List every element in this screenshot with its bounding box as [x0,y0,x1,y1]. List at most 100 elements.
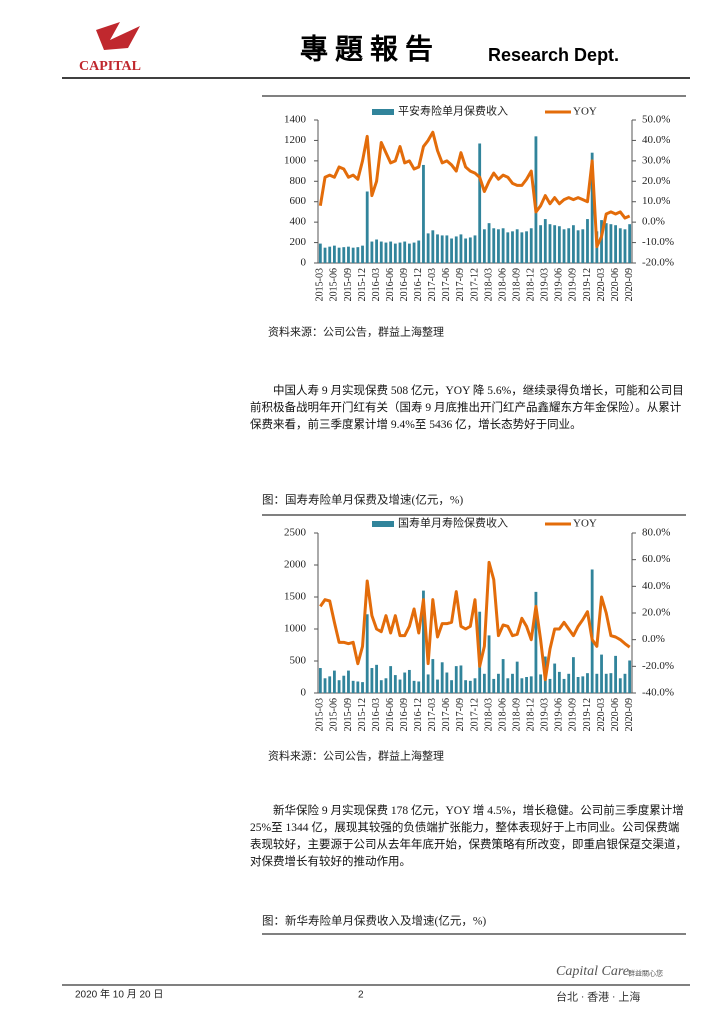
bar [347,246,350,263]
x-tick-label: 2016-03 [371,268,382,301]
bar [393,243,397,263]
bar [337,247,341,263]
bar [403,672,407,693]
x-tick-label: 2018-09 [511,268,522,301]
x-tick-label: 2016-09 [399,698,410,731]
x-tick-label: 2019-06 [554,268,565,301]
bar [567,673,571,693]
bar [379,680,383,693]
bar [332,670,336,693]
bar [436,234,439,263]
bar [332,245,336,263]
bar [609,673,613,693]
bar [539,225,543,263]
bar [351,680,355,693]
bar [586,673,589,693]
y2-tick-label: 0.0% [642,633,665,645]
bar [572,225,575,263]
bar [600,220,603,263]
legend-label: YOY [573,106,597,118]
x-tick-label: 2019-03 [540,268,551,301]
bar [553,663,557,693]
bar [440,662,444,693]
bar [525,677,528,693]
x-tick-label: 2019-12 [582,268,593,301]
bar [511,231,514,263]
x-tick-label: 2020-06 [610,698,621,731]
footer-date: 2020 年 10 月 20 日 [75,988,163,1001]
bar [482,229,486,263]
bar [351,247,355,263]
bar [487,223,491,263]
y-tick-label: 500 [290,655,307,667]
logo-mark [96,22,140,50]
bar [581,676,585,693]
x-tick-label: 2017-12 [469,268,480,301]
x-tick-label: 2017-06 [441,698,452,731]
bar [604,223,608,263]
bar [525,231,528,263]
bar [506,232,510,263]
bar [445,235,449,263]
y-tick-label: 0 [301,687,307,699]
bar [506,678,510,693]
bar [557,226,561,263]
bar [468,237,472,263]
bar [412,680,416,693]
bar [520,232,524,263]
y-tick-label: 400 [290,216,307,228]
x-tick-label: 2020-06 [610,268,621,301]
bar [468,680,472,693]
x-tick-label: 2016-03 [371,698,382,731]
x-tick-label: 2015-06 [329,268,340,301]
bar [497,673,500,693]
bar [623,673,627,693]
bar [375,664,378,693]
bar [557,671,561,693]
bar [384,242,388,263]
y2-tick-label: -40.0% [642,687,674,699]
bar [393,675,397,693]
bar [436,679,439,693]
bar [328,676,332,693]
bar [347,670,350,693]
x-tick-label: 2018-12 [526,268,537,301]
y-tick-label: 2000 [284,559,307,571]
y-tick-label: 1000 [284,623,307,635]
bar [501,659,505,693]
bar [454,666,458,693]
y-tick-label: 0 [301,257,307,269]
bar [614,225,618,263]
x-tick-label: 2016-12 [413,268,424,301]
header-title: 專 題 報 告 [300,33,433,65]
bar [501,228,505,263]
bar [604,673,608,693]
y2-tick-label: 30.0% [642,154,670,166]
x-tick-label: 2019-03 [540,698,551,731]
logo-text: CAPITAL [79,59,141,74]
bar [384,678,388,693]
legend-label: 国寿单月寿险保费收入 [398,516,508,530]
y2-tick-label: 40.0% [642,580,670,592]
y-tick-label: 1500 [284,591,307,603]
bar [623,229,627,263]
bar [342,675,346,693]
x-tick-label: 2017-03 [427,268,438,301]
bar [431,659,435,693]
chart-source: 资料来源：公司公告，群益上海整理 [268,749,444,763]
bar [529,228,533,263]
bar [450,680,453,693]
y2-tick-label: -10.0% [642,236,674,248]
bar [464,238,468,263]
yoy-line [319,560,631,682]
bar [323,247,327,263]
x-tick-label: 2016-12 [413,698,424,731]
bar [422,590,425,693]
footer-cities: 台北 · 香港 · 上海 [556,990,640,1004]
x-tick-label: 2015-03 [315,268,326,301]
bar [403,241,407,263]
bar [422,164,425,263]
x-tick-label: 2017-09 [455,268,466,301]
y2-tick-label: 80.0% [642,527,670,539]
